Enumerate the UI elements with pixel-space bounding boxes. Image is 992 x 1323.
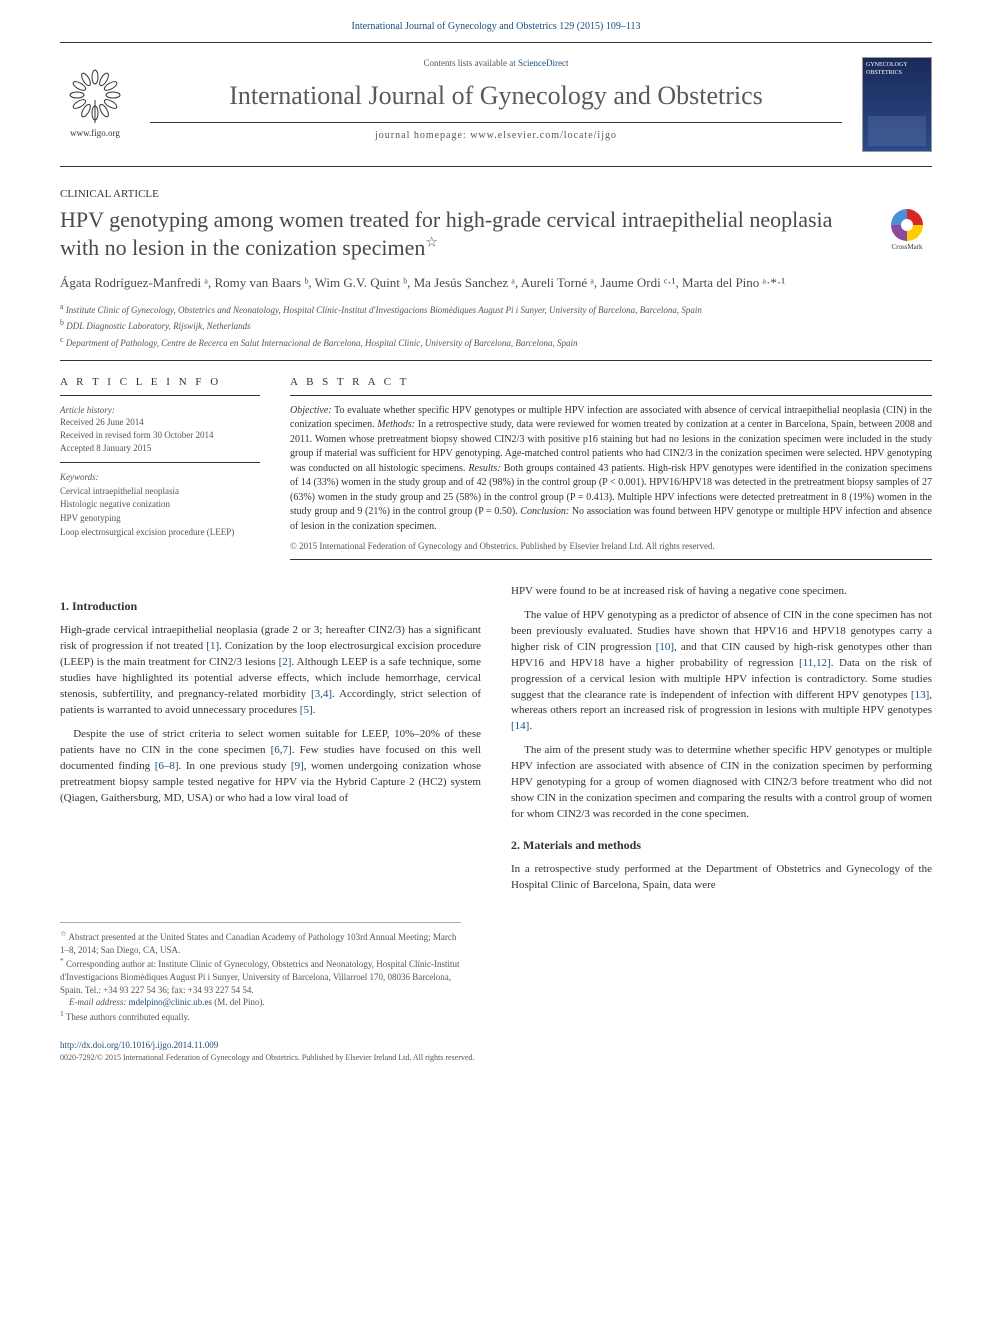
affil-a: Institute Clinic of Gynecology, Obstetri… [66, 305, 702, 315]
masthead: www.figo.org Contents lists available at… [60, 47, 932, 162]
history-label: Article history: [60, 404, 260, 417]
star-footnote: Abstract presented at the United States … [60, 932, 456, 955]
journal-title: International Journal of Gynecology and … [150, 78, 842, 114]
corr-label: Corresponding author at: [66, 959, 158, 969]
affiliations: a Institute Clinic of Gynecology, Obstet… [60, 301, 932, 362]
para-1: High-grade cervical intraepithelial neop… [60, 623, 481, 719]
equal-contrib: These authors contributed equally. [66, 1012, 190, 1022]
article-info-box: A R T I C L E I N F O Article history: R… [60, 375, 260, 559]
affil-c: Department of Pathology, Centre de Recer… [66, 338, 578, 348]
title-star: ☆ [425, 236, 438, 251]
article-body: 1. Introduction High-grade cervical intr… [60, 584, 932, 902]
section-1-heading: 1. Introduction [60, 598, 481, 615]
ref-6-8[interactable]: [6–8] [155, 760, 179, 772]
abstract-box: A B S T R A C T Objective: To evaluate w… [290, 375, 932, 559]
conc-label: Conclusion: [520, 506, 569, 517]
tree-logo-icon [65, 65, 125, 125]
ref-3-4[interactable]: [3,4] [311, 688, 332, 700]
sciencedirect-link[interactable]: ScienceDirect [518, 58, 568, 68]
journal-cover-thumb: GYNECOLOGY OBSTETRICS [862, 57, 932, 152]
ref-5[interactable]: [5] [300, 704, 313, 716]
keyword: Histologic negative conization [60, 498, 260, 511]
crossmark-icon [891, 209, 923, 241]
ref-13[interactable]: [13] [911, 689, 929, 701]
issn-copyright: 0020-7292/© 2015 International Federatio… [60, 1052, 932, 1063]
journal-citation: International Journal of Gynecology and … [60, 20, 932, 34]
para-4: The value of HPV genotyping as a predict… [511, 608, 932, 736]
section-2-heading: 2. Materials and methods [511, 837, 932, 854]
para-6: In a retrospective study performed at th… [511, 862, 932, 894]
obj-label: Objective: [290, 405, 332, 416]
figo-logo: www.figo.org [60, 57, 130, 147]
ref-6-7[interactable]: [6,7] [271, 744, 292, 756]
email-label: E-mail address: [69, 997, 129, 1007]
crossmark-label: CrossMark [891, 243, 922, 253]
keywords-label: Keywords: [60, 471, 260, 484]
email-who: (M. del Pino). [212, 997, 265, 1007]
mid-rule [150, 122, 842, 123]
abstract-heading: A B S T R A C T [290, 375, 932, 395]
journal-homepage[interactable]: journal homepage: www.elsevier.com/locat… [150, 129, 842, 143]
ref-11-12[interactable]: [11,12] [799, 657, 831, 669]
top-rule [60, 42, 932, 43]
ref-9[interactable]: [9] [291, 760, 304, 772]
corr-email[interactable]: mdelpino@clinic.ub.es [129, 997, 212, 1007]
keyword: Cervical intraepithelial neoplasia [60, 485, 260, 498]
masthead-rule [60, 166, 932, 167]
para-2: Despite the use of strict criteria to se… [60, 727, 481, 807]
affil-b: DDL Diagnostic Laboratory, Rijswijk, Net… [66, 321, 250, 331]
received-date: Received 26 June 2014 [60, 416, 260, 429]
revised-date: Received in revised form 30 October 2014 [60, 429, 260, 442]
accepted-date: Accepted 8 January 2015 [60, 442, 260, 455]
article-title: HPV genotyping among women treated for h… [60, 206, 862, 261]
keyword: Loop electrosurgical excision procedure … [60, 526, 260, 539]
ref-10[interactable]: [10] [656, 641, 674, 653]
doi-link[interactable]: http://dx.doi.org/10.1016/j.ijgo.2014.11… [60, 1039, 932, 1052]
ref-2[interactable]: [2] [279, 656, 292, 668]
keywords-list: Cervical intraepithelial neoplasia Histo… [60, 485, 260, 538]
contents-line: Contents lists available at ScienceDirec… [150, 57, 842, 70]
logo-url[interactable]: www.figo.org [70, 127, 120, 140]
para-3: HPV were found to be at increased risk o… [511, 584, 932, 600]
crossmark-widget[interactable]: CrossMark [882, 206, 932, 256]
author-list: Ágata Rodríguez-Manfredi ᵃ, Romy van Baa… [60, 273, 932, 293]
ref-14[interactable]: [14] [511, 720, 529, 732]
title-text: HPV genotyping among women treated for h… [60, 207, 832, 260]
article-type: CLINICAL ARTICLE [60, 187, 932, 202]
keyword: HPV genotyping [60, 512, 260, 525]
abstract-body: Objective: To evaluate whether specific … [290, 404, 932, 535]
footnotes: ☆ Abstract presented at the United State… [60, 922, 461, 1023]
info-heading: A R T I C L E I N F O [60, 375, 260, 395]
ref-1[interactable]: [1] [206, 640, 219, 652]
cover-label: GYNECOLOGY OBSTETRICS [866, 61, 931, 78]
meth-label: Methods: [377, 419, 415, 430]
abstract-copyright: © 2015 International Federation of Gynec… [290, 540, 932, 553]
res-label: Results: [468, 463, 500, 474]
contents-prefix: Contents lists available at [424, 58, 518, 68]
para-5: The aim of the present study was to dete… [511, 743, 932, 823]
